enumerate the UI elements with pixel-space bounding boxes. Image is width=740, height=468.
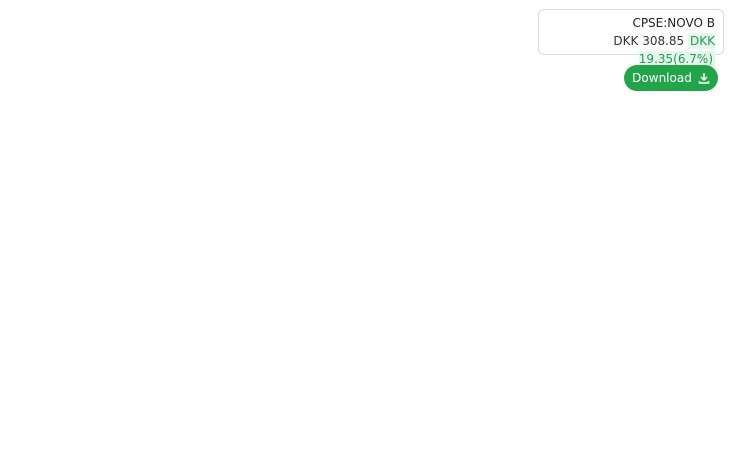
x-tick-label: 21 Jul, 2025 <box>297 449 351 459</box>
x-tick-label: 14 Jul, 2025 <box>152 449 206 459</box>
y-tick-label: -20% <box>688 293 714 304</box>
y-tick-label: — <box>704 160 714 171</box>
download-label: Download <box>632 71 692 85</box>
price-line <box>33 148 676 401</box>
price: DKK 308.85 <box>613 34 685 48</box>
download-icon <box>698 73 710 84</box>
last-value-badge <box>679 360 720 379</box>
area-below <box>34 170 675 399</box>
y-tick-label: -40% <box>688 426 714 437</box>
last-value-label: -30.0% <box>682 366 717 377</box>
x-tick-label: 4 Aug, 2025 <box>586 449 641 459</box>
download-button[interactable]: Download <box>624 65 718 91</box>
y-tick-label: -10% <box>688 227 714 238</box>
symbol: CPSE:NOVO B <box>632 16 715 30</box>
quote-box: CPSE:NOVO B DKK 308.85 DKK 19.35(6.7%) <box>538 9 724 67</box>
area-above <box>34 149 471 171</box>
x-tick-label: 28 Jul, 2025 <box>441 449 495 459</box>
